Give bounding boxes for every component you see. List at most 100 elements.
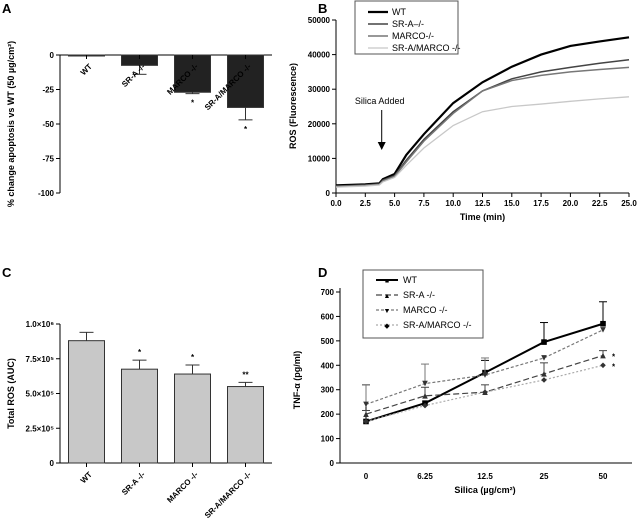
y-tick-label: 600: [321, 312, 335, 321]
y-tick-label: 2.5×10⁵: [26, 424, 55, 433]
significance-marker: *: [191, 99, 195, 108]
legend-label: WT: [403, 275, 417, 285]
x-axis-label: Silica (µg/cm²): [454, 485, 515, 495]
square-marker: [600, 320, 606, 327]
x-tick-label: 15.0: [504, 199, 520, 208]
panel-label-a: A: [2, 1, 12, 16]
y-axis-label: ROS (Fluorescence): [288, 63, 298, 149]
y-tick-label: 0: [50, 51, 55, 60]
x-tick-label: WT: [79, 470, 94, 485]
panel-label-d: D: [318, 265, 327, 280]
x-tick-label: 12.5: [475, 199, 491, 208]
y-tick-label: 10000: [308, 154, 331, 163]
triangle-down-marker: [363, 401, 369, 408]
significance-marker: *: [191, 353, 195, 362]
legend-marker: ■: [385, 278, 389, 285]
y-tick-label: -75: [42, 155, 54, 164]
x-tick-label: 12.5: [477, 472, 493, 481]
x-tick-label: SR-A -/-: [120, 470, 147, 497]
diamond-marker: [482, 389, 488, 395]
legend-label: WT: [392, 7, 406, 17]
series-line: [335, 96, 630, 188]
bar: [174, 373, 211, 464]
legend-label: SR-A–/-: [392, 19, 424, 29]
y-axis-label: Total ROS (AUC): [6, 358, 16, 429]
x-tick-label: 6.25: [417, 472, 433, 481]
triangle-up-marker: [600, 352, 606, 359]
panel-label-c: C: [2, 265, 12, 280]
y-tick-label: -50: [42, 120, 54, 129]
triangle-up-marker: [422, 393, 428, 399]
x-tick-label: WT: [79, 62, 94, 77]
x-tick-label: 17.5: [533, 199, 549, 208]
y-tick-label: 7.5×10⁵: [26, 355, 55, 364]
y-axis-label: % change apoptosis vs WT (50 µg/cm²): [6, 41, 16, 207]
x-tick-label: 50: [599, 472, 608, 481]
panel-b: 0 10000 20000 30000 40000 50000 0.0 2.5 5.0 7.5 10…: [288, 0, 637, 222]
y-tick-label: 400: [321, 361, 335, 370]
legend-marker: ▲: [384, 293, 391, 300]
y-tick-label: 0: [330, 459, 335, 468]
y-tick-label: 1.0×10⁶: [26, 320, 55, 329]
legend: [362, 269, 484, 339]
x-tick-label: 0: [364, 472, 369, 481]
series-line: [335, 66, 630, 188]
bar: [121, 368, 158, 464]
y-tick-label: 0: [326, 189, 331, 198]
x-tick-label: 2.5: [360, 199, 372, 208]
x-tick-label: 0.0: [330, 199, 342, 208]
legend-marker: ▼: [384, 308, 391, 315]
y-tick-label: 200: [321, 410, 335, 419]
y-tick-label: 700: [321, 288, 335, 297]
bar: [227, 386, 264, 464]
triangle-down-marker: [600, 327, 606, 333]
panel-label-b: B: [318, 1, 327, 16]
x-tick-label: 7.5: [418, 199, 430, 208]
diamond-marker: [422, 402, 428, 409]
y-tick-label: 40000: [308, 51, 331, 60]
x-tick-label: 5.0: [389, 199, 401, 208]
significance-marker: *: [138, 348, 142, 357]
y-tick-label: -100: [38, 189, 55, 198]
panel-c: 0 2.5×10⁵ 5.0×10⁵ 7.5×10⁵ 1.0×10⁶ WT * SR-A -/-…: [6, 320, 272, 520]
significance-marker: *: [612, 353, 616, 362]
significance-marker: *: [244, 125, 248, 134]
x-tick-label: 25.0: [621, 199, 637, 208]
y-tick-label: 20000: [308, 120, 331, 129]
y-tick-label: 5.0×10⁵: [26, 390, 55, 399]
bar: [68, 340, 105, 464]
triangle-down-marker: [541, 355, 547, 361]
x-tick-label: 20.0: [563, 199, 579, 208]
significance-marker: **: [242, 370, 249, 379]
arrow-down-icon: [377, 142, 386, 150]
x-tick-label: MARCO -/-: [165, 470, 200, 505]
panel-d: 0 100 200 300 400 500 600 700 0 6.25 12.5 25 50 ** ■ WT…: [292, 269, 632, 495]
significance-marker: *: [612, 362, 616, 371]
x-tick-label: 25: [540, 472, 549, 481]
x-axis-label: Time (min): [460, 212, 505, 222]
diamond-marker: [600, 362, 606, 369]
diamond-marker: [541, 377, 547, 383]
legend-label: MARCO-/-: [392, 31, 434, 41]
y-tick-label: 30000: [308, 85, 331, 94]
legend-label: SR-A/MARCO -/-: [403, 320, 472, 330]
y-tick-label: 50000: [308, 16, 331, 25]
y-tick-label: 500: [321, 337, 335, 346]
y-tick-label: 300: [321, 386, 335, 395]
y-tick-label: 100: [321, 435, 335, 444]
x-tick-label: SR-A/MARCO -/-: [203, 470, 253, 520]
y-tick-label: -25: [42, 86, 54, 95]
legend-label: MARCO -/-: [403, 305, 448, 315]
triangle-up-marker: [541, 371, 547, 377]
x-tick-label: 10.0: [445, 199, 461, 208]
x-tick-label: 22.5: [592, 199, 608, 208]
triangle-down-marker: [422, 380, 428, 387]
y-axis-label: TNF-α (pg/ml): [292, 351, 302, 410]
legend-label: SR-A/MARCO -/-: [392, 43, 461, 53]
diamond-marker: [363, 418, 369, 425]
square-marker: [541, 339, 547, 345]
legend-label: SR-A -/-: [403, 290, 435, 300]
x-tick-label: SR-A -/-: [120, 62, 147, 89]
triangle-up-marker: [363, 411, 369, 417]
